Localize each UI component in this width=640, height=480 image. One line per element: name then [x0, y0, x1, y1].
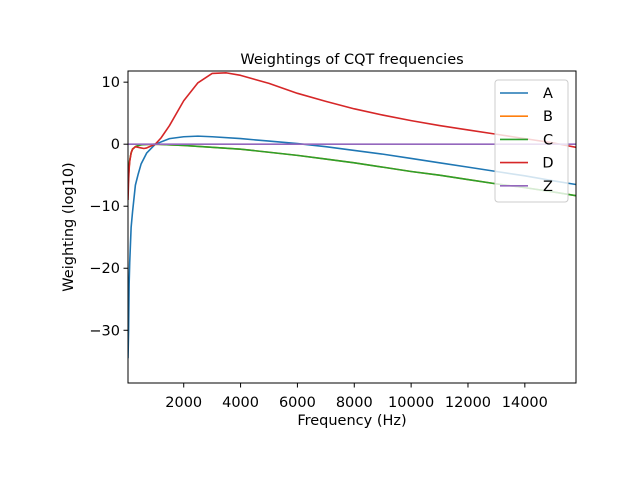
legend-label-d: D [542, 156, 553, 172]
legend-box [494, 79, 569, 203]
plot-frame [127, 70, 577, 384]
y-tick-label: −10 [89, 199, 120, 215]
series-line-d [128, 72, 576, 201]
legend-label-z: Z [543, 179, 553, 195]
y-tick-label: 0 [111, 137, 120, 153]
chart-title: Weightings of CQT frequencies [240, 52, 463, 68]
y-axis-label: Weighting (log10) [61, 162, 77, 291]
y-axis: 10 0 −10 −20 −30 [89, 75, 128, 339]
x-axis-label: Frequency (Hz) [297, 413, 406, 429]
x-axis: 2000 4000 6000 8000 10000 12000 14000 [165, 383, 548, 411]
x-tick-label: 6000 [279, 395, 316, 411]
legend-label-b: B [543, 109, 553, 125]
x-tick-label: 8000 [336, 395, 373, 411]
x-tick-label: 14000 [502, 395, 548, 411]
y-tick-label: 10 [102, 75, 120, 91]
y-tick-label: −30 [89, 323, 120, 339]
x-tick-label: 12000 [445, 395, 491, 411]
x-tick-label: 10000 [388, 395, 434, 411]
y-tick-label: −20 [89, 261, 120, 277]
plot-lines [128, 72, 576, 359]
legend-label-c: C [543, 132, 553, 148]
legend-label-a: A [543, 86, 553, 102]
x-tick-label: 2000 [165, 395, 202, 411]
x-tick-label: 4000 [222, 395, 259, 411]
series-line-a [128, 135, 576, 359]
